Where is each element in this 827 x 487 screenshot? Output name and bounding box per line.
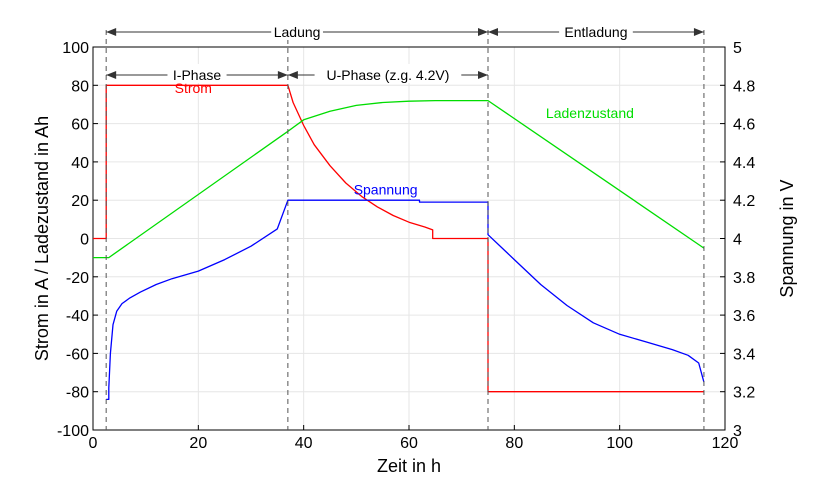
x-tick-label: 80 [505, 435, 523, 452]
annotation-label: I-Phase [173, 67, 221, 83]
y-left-tick-label: -80 [66, 385, 89, 402]
y-left-tick-label: 40 [71, 155, 89, 172]
y-left-tick-label: -100 [57, 423, 89, 440]
arrowhead-right [478, 28, 488, 36]
tick-labels: 0 20 40 60 80 100 120 -100 -80 -60 -40 -20 0 20 40 60 80… [57, 40, 755, 452]
arrowhead-left [287, 71, 298, 79]
series-label-spannung: Spannung [354, 181, 418, 197]
y-right-tick-label: 5 [733, 40, 742, 57]
y-right-tick-label: 3.8 [733, 270, 755, 287]
series-line-spannung [106, 199, 705, 401]
annotation-label-bg [314, 64, 462, 83]
y-right-tick-label: 3.6 [733, 308, 755, 325]
y-left-tick-label: 80 [71, 78, 89, 95]
x-tick-label: 40 [295, 435, 313, 452]
y-right-tick-label: 4.2 [733, 193, 755, 210]
y-left-tick-label: 60 [71, 117, 89, 134]
y-right-tick-label: 3.4 [733, 346, 755, 363]
y-axis-right-label: Spannung in V [777, 179, 797, 297]
arrowhead-left [488, 28, 498, 36]
y-left-tick-label: 0 [80, 232, 89, 249]
arrowhead-right [478, 71, 488, 79]
phase-annotations: Ladung Entladung I-Phase U-Phase (z.g. 4.2V… [106, 21, 704, 83]
annotation-label-bg [271, 21, 323, 40]
annotation-label-bg [167, 64, 227, 83]
x-tick-label: 0 [89, 435, 98, 452]
y-axis-left-label: Strom in A / Ladezustand in Ah [32, 116, 52, 361]
arrowhead-left [106, 28, 117, 36]
x-tick-label: 120 [712, 435, 739, 452]
y-right-tick-label: 4.8 [733, 78, 755, 95]
y-left-tick-label: -60 [66, 346, 89, 363]
x-tick-label: 60 [400, 435, 418, 452]
y-left-tick-label: 100 [62, 40, 89, 57]
annotation-label: Ladung [274, 24, 321, 40]
y-right-tick-label: 3.2 [733, 385, 755, 402]
arrowhead-right [277, 71, 288, 79]
series-line-ladenzustand [93, 99, 705, 259]
y-left-tick-label: -40 [66, 308, 89, 325]
x-tick-label: 20 [189, 435, 207, 452]
phase-boundaries [105, 30, 705, 430]
series-label-strom: Strom [175, 80, 212, 96]
plot-area: Strom Ladenzustand Spannung [92, 46, 726, 431]
y-left-tick-label: 20 [71, 193, 89, 210]
annotation-label: Entladung [564, 24, 627, 40]
annotation-label-bg [559, 21, 633, 40]
y-right-tick-label: 4.6 [733, 117, 755, 134]
arrowhead-left [106, 71, 117, 79]
series-label-ladenzustand: Ladenzustand [546, 105, 634, 121]
x-axis-label: Zeit in h [377, 456, 441, 476]
x-tick-label: 100 [606, 435, 633, 452]
y-right-tick-label: 4.4 [733, 155, 755, 172]
y-right-tick-label: 3 [733, 423, 742, 440]
y-left-tick-label: -20 [66, 270, 89, 287]
y-right-tick-label: 4 [733, 232, 742, 249]
arrowhead-right [693, 28, 704, 36]
annotation-label: U-Phase (z.g. 4.2V) [326, 67, 449, 83]
